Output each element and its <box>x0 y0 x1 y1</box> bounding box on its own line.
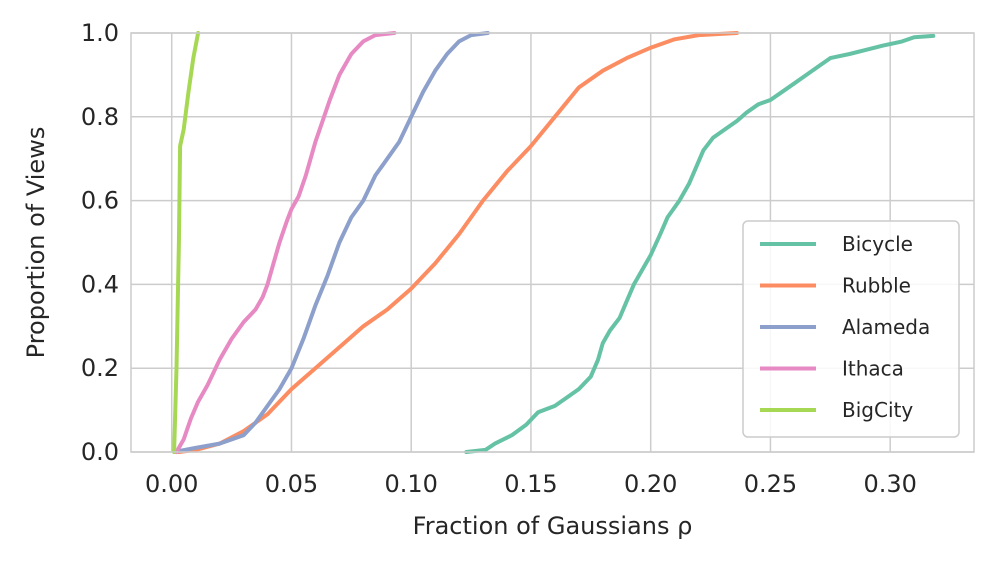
y-tick-label: 0.4 <box>81 270 119 298</box>
x-axis-label: Fraction of Gaussians ρ <box>413 512 693 540</box>
y-tick-label: 0.8 <box>81 103 119 131</box>
x-tick-label: 0.05 <box>265 470 318 498</box>
series-layer <box>172 31 936 454</box>
x-tick-label: 0.00 <box>145 470 198 498</box>
y-tick-label: 1.0 <box>81 19 119 47</box>
x-tick-label: 0.25 <box>744 470 797 498</box>
legend-label: Alameda <box>842 315 930 339</box>
x-tick-label: 0.30 <box>863 470 916 498</box>
tick-labels: 0.00 0.05 0.10 0.15 0.20 0.25 0.30 0.0 0.2 0.4 0.6… <box>81 19 917 498</box>
plot-frame <box>130 32 975 453</box>
legend-box <box>742 220 960 438</box>
series-line-alameda <box>172 31 490 454</box>
series-line-ithaca <box>174 31 397 454</box>
legend-label: Rubble <box>842 274 911 298</box>
legend-label: Bicycle <box>842 232 913 256</box>
y-tick-label: 0.6 <box>81 187 119 215</box>
x-tick-label: 0.10 <box>384 470 437 498</box>
series-line-rubble <box>176 31 739 454</box>
x-tick-label: 0.15 <box>504 470 557 498</box>
legend-label: Ithaca <box>842 357 904 381</box>
y-tick-label: 0.2 <box>81 354 119 382</box>
legend-label: BigCity <box>842 398 913 422</box>
series-line-bigcity <box>172 31 201 454</box>
y-axis-label: Proportion of Views <box>22 127 50 359</box>
y-tick-label: 0.0 <box>81 438 119 466</box>
series-line-bicycle <box>464 33 936 454</box>
x-tick-label: 0.20 <box>624 470 677 498</box>
legend: Bicycle Rubble Alameda Ithaca BigCity <box>742 220 960 438</box>
